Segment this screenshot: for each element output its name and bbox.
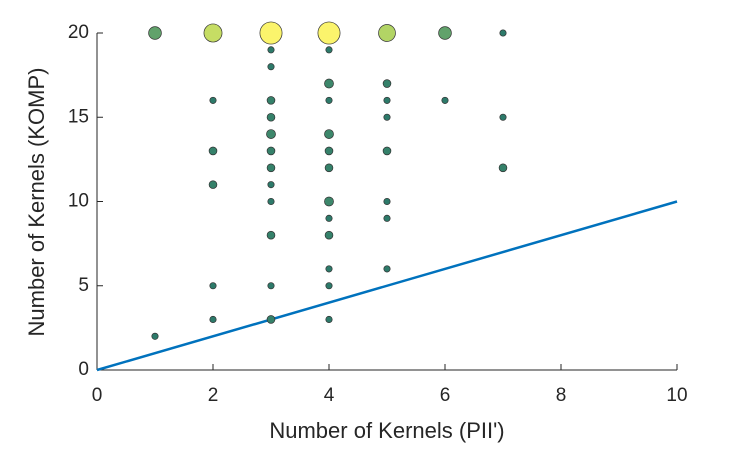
bubble [266,163,276,173]
bubble [325,265,333,273]
x-tick-label: 6 [440,385,451,406]
bubble [383,265,391,273]
bubble [266,96,276,105]
bubble [267,181,275,189]
bubble [203,23,223,43]
bubble [267,282,275,290]
bubble [148,26,162,40]
bubble [324,129,334,139]
bubble [383,197,391,206]
bubble [266,112,276,122]
bubble [266,129,276,139]
x-tick-label: 0 [92,385,103,406]
y-tick-label: 0 [78,359,89,380]
x-tick-label: 8 [556,385,567,406]
x-tick-label: 10 [666,385,687,406]
bubble [325,315,333,324]
bubble [382,79,392,88]
y-tick-label: 20 [68,22,89,43]
bubble [378,24,396,42]
y-axis-label: Number of Kernels (KOMP) [24,68,49,337]
x-axis-label: Number of Kernels (PII') [269,418,504,443]
y-tick-label: 10 [68,191,89,212]
bubble [324,78,334,89]
bubble [325,46,333,54]
bubble [266,315,276,324]
bubble [267,63,275,71]
bubble [151,332,159,340]
bubble [383,113,391,121]
bubble [324,146,334,156]
bubble [438,26,452,40]
bubble [499,113,507,121]
bubble [266,146,276,156]
y-tick-label: 15 [68,106,89,127]
bubble [441,96,449,104]
bubble [325,96,333,104]
bubble [267,46,275,54]
bubble [383,96,391,104]
bubble [325,282,333,290]
bubble [498,163,508,173]
y-tick-label: 5 [78,275,89,296]
bubble [209,315,217,324]
bubble [382,146,392,156]
bubble [267,197,275,206]
bubble [266,230,276,240]
bubble [259,21,283,45]
bubble [324,230,334,240]
bubble [317,21,341,45]
x-tick-label: 4 [324,385,335,406]
bubble [209,282,217,290]
bubble [209,96,217,104]
bubble [499,29,507,37]
bubble [325,214,333,222]
x-tick-label: 2 [208,385,219,406]
reference-line [96,200,678,372]
bubble [383,214,391,222]
bubble [208,180,218,189]
bubble [324,196,334,207]
bubble [208,146,218,156]
bubble [324,163,334,173]
